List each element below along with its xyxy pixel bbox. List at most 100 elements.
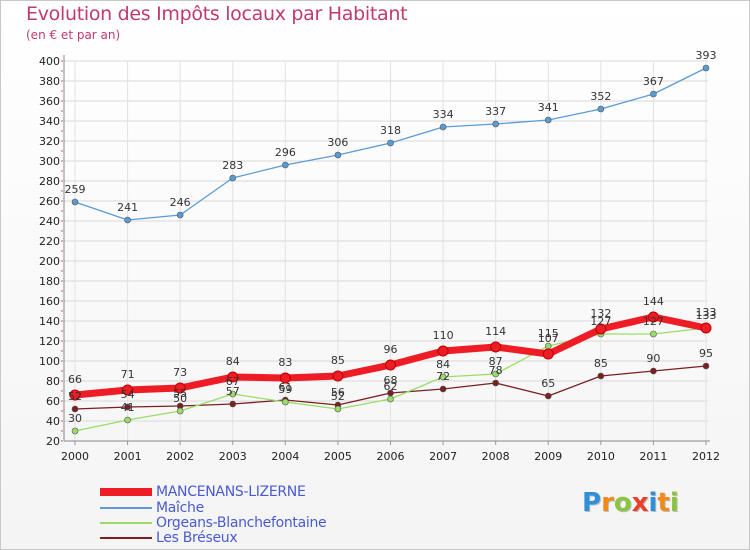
data-point [174, 382, 186, 394]
data-label: 55 [173, 387, 187, 400]
data-point [490, 341, 502, 353]
y-tick-label: 180 [39, 275, 60, 288]
data-labels: 259 241 246 283 296 306 318 334 337 341 352 367 393 5… [65, 49, 717, 425]
legend-label: MANCENANS-LIZERNE [156, 484, 306, 500]
data-label: 30 [68, 412, 82, 425]
legend-swatch [100, 537, 152, 539]
logo-letter: P [582, 488, 602, 518]
data-label: 84 [436, 358, 450, 371]
legend-label: Orgeans-Blanchefontaine [156, 515, 327, 531]
data-label: 87 [489, 355, 503, 368]
logo-letter: r [601, 488, 614, 518]
x-tick-labels: 2000 2001 2002 2003 2004 2005 2006 2007 2008 2009… [61, 450, 720, 463]
y-tick-label: 240 [39, 215, 60, 228]
data-point [229, 390, 237, 398]
legend-item: Orgeans-Blanchefontaine [100, 515, 327, 531]
data-label: 241 [117, 201, 138, 214]
x-tick-label: 2000 [61, 450, 89, 463]
data-point [492, 370, 499, 378]
y-tick-label: 80 [46, 375, 60, 388]
legend-item: Maîche [100, 500, 204, 516]
data-label: 132 [590, 307, 611, 320]
data-label: 73 [173, 366, 187, 379]
data-point [387, 395, 394, 403]
legend-swatch [100, 507, 152, 509]
x-tick-label: 2011 [639, 450, 667, 463]
data-label: 83 [278, 356, 292, 369]
y-tick-label: 280 [39, 175, 60, 188]
logo-letter: i [648, 488, 658, 518]
data-label: 95 [699, 347, 713, 360]
data-point [71, 198, 79, 206]
data-point [176, 211, 184, 219]
data-label: 56 [331, 386, 345, 399]
data-point [122, 384, 134, 396]
logo-letter: i [669, 488, 679, 518]
data-point [597, 372, 605, 380]
data-point [69, 389, 81, 401]
data-label: 52 [331, 390, 345, 403]
data-label: 41 [121, 401, 135, 414]
data-label: 341 [538, 101, 559, 114]
data-label: 57 [226, 385, 240, 398]
data-label: 352 [590, 90, 611, 103]
data-label: 67 [226, 375, 240, 388]
data-point [71, 405, 79, 413]
gridlines [64, 60, 708, 442]
data-label: 90 [646, 352, 660, 365]
x-tick-label: 2005 [324, 450, 352, 463]
legend-swatch [100, 488, 152, 496]
data-point [227, 371, 239, 383]
data-point [176, 407, 184, 415]
data-point [650, 367, 657, 375]
data-point [542, 348, 554, 360]
data-point [650, 90, 657, 98]
series-lines [69, 64, 712, 435]
x-tick-label: 2012 [692, 450, 720, 463]
data-label: 393 [696, 49, 717, 62]
y-tick-label: 360 [39, 95, 60, 108]
data-point [544, 116, 552, 124]
y-tick-label: 260 [39, 195, 60, 208]
y-tick-label: 100 [39, 355, 60, 368]
data-point [439, 373, 447, 381]
y-tick-label: 320 [39, 135, 60, 148]
y-tick-label: 300 [39, 155, 60, 168]
y-tick-label: 40 [46, 415, 60, 428]
data-label: 107 [538, 332, 559, 345]
data-label: 115 [538, 327, 559, 340]
data-point [385, 359, 396, 371]
x-tick-label: 2001 [114, 450, 142, 463]
data-label: 127 [590, 315, 611, 328]
y-tick-label: 120 [39, 335, 60, 348]
x-tick-label: 2010 [587, 450, 615, 463]
data-label: 65 [541, 377, 555, 390]
axes [61, 55, 710, 445]
data-label: 52 [68, 390, 82, 403]
y-tick-label: 140 [39, 315, 60, 328]
data-label: 85 [594, 357, 608, 370]
data-label: 259 [65, 183, 86, 196]
data-label: 367 [643, 75, 664, 88]
data-point [702, 362, 710, 370]
data-point [702, 64, 710, 72]
data-point [650, 330, 657, 338]
y-tick-label: 20 [46, 435, 60, 448]
data-point [229, 174, 237, 182]
data-label: 62 [384, 380, 398, 393]
y-tick-label: 200 [39, 255, 60, 268]
data-point [71, 427, 79, 435]
data-point [124, 416, 131, 424]
y-tick-label: 380 [39, 75, 60, 88]
data-label: 127 [643, 315, 664, 328]
data-point [334, 151, 342, 159]
data-label: 296 [275, 146, 296, 159]
data-point [647, 311, 659, 323]
data-point [282, 161, 289, 169]
data-label: 283 [222, 159, 243, 172]
data-point [124, 403, 131, 411]
data-point [282, 398, 289, 406]
proxiti-logo: Proxiti [582, 488, 679, 518]
data-label: 85 [331, 354, 345, 367]
